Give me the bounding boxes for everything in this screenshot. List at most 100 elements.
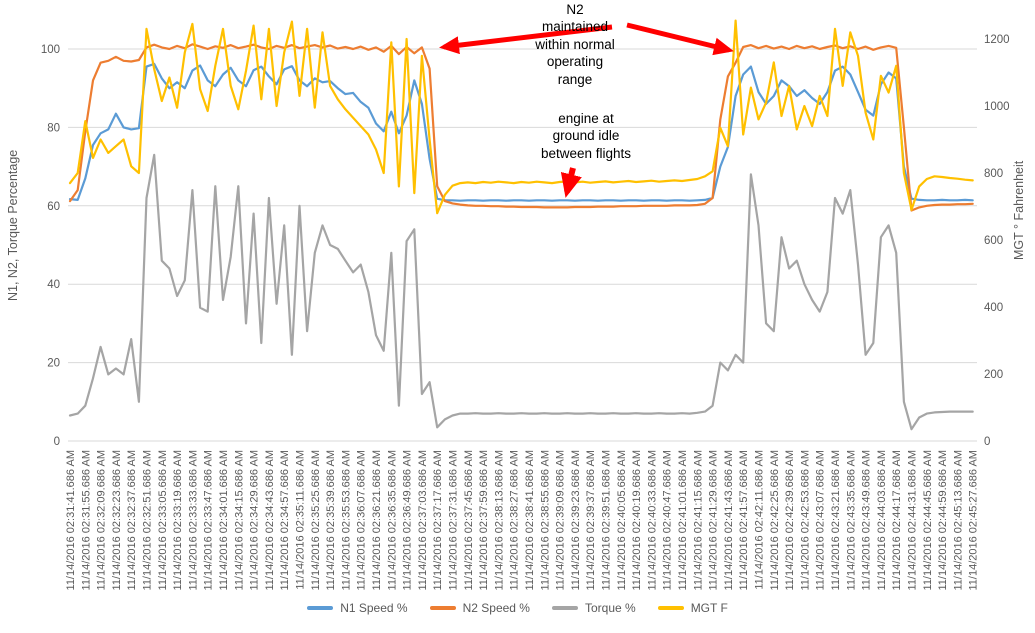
annotation-arrow-down bbox=[560, 167, 582, 198]
x-axis-tick-label: 11/14/2016 02:35:53.686 AM bbox=[340, 450, 352, 590]
x-axis-tick-label: 11/14/2016 02:39:23.686 AM bbox=[570, 450, 582, 590]
secondary-axis-tick-label: 1000 bbox=[984, 101, 1010, 113]
x-axis-tick-label: 11/14/2016 02:41:29.686 AM bbox=[708, 450, 720, 590]
secondary-axis-tick-label: 200 bbox=[984, 369, 1003, 381]
x-axis-tick-label: 11/14/2016 02:42:39.686 AM bbox=[784, 450, 796, 590]
legend-swatch bbox=[657, 606, 684, 610]
secondary-axis-tick-label: 800 bbox=[984, 168, 1003, 180]
legend-swatch bbox=[429, 606, 456, 610]
secondary-axis-tick-label: 1200 bbox=[984, 34, 1010, 46]
x-axis-tick-label: 11/14/2016 02:42:11.686 AM bbox=[754, 450, 766, 590]
x-axis-tick-label: 11/14/2016 02:40:05.686 AM bbox=[616, 450, 628, 590]
x-axis-tick-label: 11/14/2016 02:39:51.686 AM bbox=[601, 450, 613, 590]
x-axis-tick-label: 11/14/2016 02:36:35.686 AM bbox=[386, 450, 398, 590]
x-axis-tick-label: 11/14/2016 02:33:05.686 AM bbox=[157, 450, 169, 590]
annotation-arrow-right bbox=[626, 22, 734, 56]
x-axis-tick-label: 11/14/2016 02:42:25.686 AM bbox=[769, 450, 781, 590]
x-axis-tick-label: 11/14/2016 02:45:27.686 AM bbox=[968, 450, 980, 590]
x-axis-tick-label: 11/14/2016 02:38:27.686 AM bbox=[509, 450, 521, 590]
x-axis-tick-label: 11/14/2016 02:31:41.686 AM bbox=[65, 450, 77, 590]
series-line-mgt-f bbox=[68, 19, 974, 215]
x-axis-tick-label: 11/14/2016 02:37:17.686 AM bbox=[432, 450, 444, 590]
right-axis-title: MGT ° Fahrenheit bbox=[1012, 160, 1026, 260]
x-axis-tick-label: 11/14/2016 02:45:13.686 AM bbox=[952, 450, 964, 590]
legend-label: N1 Speed % bbox=[340, 601, 408, 615]
x-axis-tick-label: 11/14/2016 02:34:29.686 AM bbox=[249, 450, 261, 590]
x-axis-tick-label: 11/14/2016 02:34:15.686 AM bbox=[233, 450, 245, 590]
x-axis-tick-label: 11/14/2016 02:33:33.686 AM bbox=[187, 450, 199, 590]
x-axis-tick-label: 11/14/2016 02:42:53.686 AM bbox=[799, 450, 811, 590]
x-axis-tick-label: 11/14/2016 02:40:47.686 AM bbox=[662, 450, 674, 590]
secondary-axis-tick-label: 600 bbox=[984, 235, 1003, 247]
x-axis-tick-label: 11/14/2016 02:38:41.686 AM bbox=[524, 450, 536, 590]
legend-label: Torque % bbox=[584, 601, 636, 615]
x-axis-tick-label: 11/14/2016 02:44:31.686 AM bbox=[907, 450, 919, 590]
x-axis-tick-label: 11/14/2016 02:38:13.686 AM bbox=[493, 450, 505, 590]
x-axis-tick-label: 11/14/2016 02:40:19.686 AM bbox=[631, 450, 643, 590]
legend-label: N2 Speed % bbox=[462, 601, 530, 615]
x-axis-tick-label: 11/14/2016 02:44:59.686 AM bbox=[937, 450, 949, 590]
secondary-axis-tick-label: 0 bbox=[984, 436, 990, 448]
x-axis-tick-label: 11/14/2016 02:39:09.686 AM bbox=[555, 450, 567, 590]
x-axis-tick-label: 11/14/2016 02:34:57.686 AM bbox=[279, 450, 291, 590]
x-axis-tick-label: 11/14/2016 02:43:35.686 AM bbox=[845, 450, 857, 590]
x-axis-tick-label: 11/14/2016 02:41:43.686 AM bbox=[723, 450, 735, 590]
chart-generated-content: 02040608010002004006008001000120011/14/2… bbox=[41, 19, 1010, 590]
x-axis-tick-label: 11/14/2016 02:44:03.686 AM bbox=[876, 450, 888, 590]
annotation-n2-range: N2 maintained within normal operating ra… bbox=[535, 2, 615, 87]
legend-item: N2 Speed % bbox=[429, 601, 530, 615]
left-axis-title: N1, N2, Torque Percentage bbox=[6, 149, 20, 302]
x-axis-tick-label: 11/14/2016 02:32:37.686 AM bbox=[126, 450, 138, 590]
x-axis-tick-label: 11/14/2016 02:34:01.686 AM bbox=[218, 450, 230, 590]
legend-label: MGT F bbox=[690, 601, 728, 615]
x-axis-tick-label: 11/14/2016 02:41:01.686 AM bbox=[677, 450, 689, 590]
series-line-torque- bbox=[68, 153, 974, 431]
x-axis-tick-label: 11/14/2016 02:44:45.686 AM bbox=[922, 450, 934, 590]
legend-item: MGT F bbox=[657, 601, 728, 615]
x-axis-tick-label: 11/14/2016 02:32:09.686 AM bbox=[96, 450, 108, 590]
y-axis-tick-label: 80 bbox=[47, 122, 60, 134]
x-axis-tick-label: 11/14/2016 02:43:21.686 AM bbox=[830, 450, 842, 590]
x-axis-tick-label: 11/14/2016 02:33:19.686 AM bbox=[172, 450, 184, 590]
x-axis-tick-label: 11/14/2016 02:35:25.686 AM bbox=[310, 450, 322, 590]
y-axis-tick-label: 40 bbox=[47, 279, 60, 291]
x-axis-tick-label: 11/14/2016 02:32:23.686 AM bbox=[111, 450, 123, 590]
x-axis-tick-label: 11/14/2016 02:33:47.686 AM bbox=[203, 450, 215, 590]
x-axis-tick-label: 11/14/2016 02:44:17.686 AM bbox=[891, 450, 903, 590]
series-line-n2-speed- bbox=[68, 43, 974, 212]
annotation-arrow-left bbox=[439, 24, 613, 55]
x-axis-tick-label: 11/14/2016 02:37:59.686 AM bbox=[478, 450, 490, 590]
y-axis-tick-label: 0 bbox=[54, 436, 60, 448]
x-axis-tick-label: 11/14/2016 02:36:21.686 AM bbox=[371, 450, 383, 590]
x-axis-tick-label: 11/14/2016 02:37:31.686 AM bbox=[448, 450, 460, 590]
legend-item: Torque % bbox=[551, 601, 636, 615]
x-axis-tick-label: 11/14/2016 02:37:03.686 AM bbox=[417, 450, 429, 590]
legend: N1 Speed % N2 Speed % Torque % MGT F bbox=[0, 601, 1035, 615]
x-axis-tick-label: 11/14/2016 02:37:45.686 AM bbox=[463, 450, 475, 590]
y-axis-tick-label: 100 bbox=[41, 44, 60, 56]
x-axis-tick-label: 11/14/2016 02:43:07.686 AM bbox=[815, 450, 827, 590]
legend-swatch bbox=[551, 606, 578, 610]
legend-item: N1 Speed % bbox=[307, 601, 408, 615]
annotation-arrows bbox=[439, 22, 734, 198]
x-axis-tick-label: 11/14/2016 02:36:49.686 AM bbox=[402, 450, 414, 590]
x-axis-tick-label: 11/14/2016 02:39:37.686 AM bbox=[585, 450, 597, 590]
y-axis-tick-label: 20 bbox=[47, 358, 60, 370]
x-axis-tick-label: 11/14/2016 02:31:55.686 AM bbox=[80, 450, 92, 590]
x-axis-tick-label: 11/14/2016 02:43:49.686 AM bbox=[861, 450, 873, 590]
x-axis-tick-label: 11/14/2016 02:41:15.686 AM bbox=[692, 450, 704, 590]
x-axis-tick-label: 11/14/2016 02:36:07.686 AM bbox=[356, 450, 368, 590]
secondary-axis-tick-label: 400 bbox=[984, 302, 1003, 314]
x-axis-tick-label: 11/14/2016 02:38:55.686 AM bbox=[539, 450, 551, 590]
x-axis-tick-label: 11/14/2016 02:35:39.686 AM bbox=[325, 450, 337, 590]
x-axis-tick-label: 11/14/2016 02:41:57.686 AM bbox=[738, 450, 750, 590]
x-axis-tick-label: 11/14/2016 02:34:43.686 AM bbox=[264, 450, 276, 590]
x-axis-tick-label: 11/14/2016 02:32:51.686 AM bbox=[142, 450, 154, 590]
x-axis-tick-label: 11/14/2016 02:40:33.686 AM bbox=[646, 450, 658, 590]
annotation-ground-idle: engine at ground idle between flights bbox=[540, 111, 632, 161]
y-axis-tick-label: 60 bbox=[47, 201, 60, 213]
x-axis-tick-label: 11/14/2016 02:35:11.686 AM bbox=[295, 450, 307, 590]
legend-swatch bbox=[307, 606, 334, 610]
